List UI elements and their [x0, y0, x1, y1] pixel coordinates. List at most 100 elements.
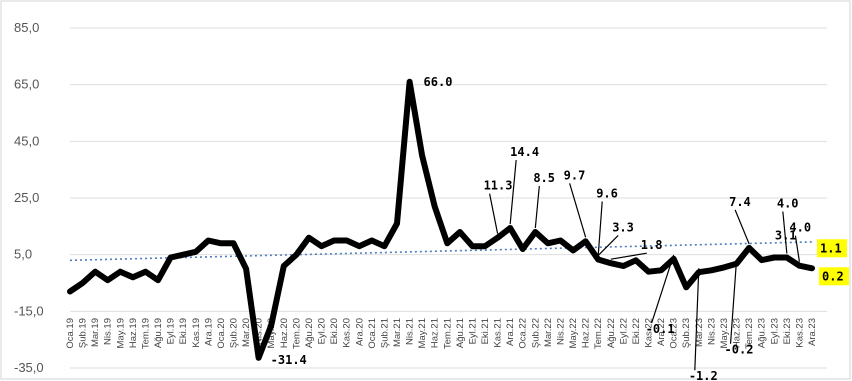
label-leader-line	[694, 268, 700, 371]
series-line	[67, 78, 815, 361]
x-tick-label: Mar.23	[694, 318, 705, 347]
trendline-layer	[69, 241, 813, 262]
x-tick-label: Oca.22	[518, 318, 529, 349]
x-axis-ticks: Oca.19 Şub.19 Mar.19 Nis.19 May.19 Haz.19 Tem.…	[65, 318, 818, 349]
x-tick-label: Şub.19	[78, 318, 89, 348]
data-label: 9.6	[596, 186, 618, 200]
x-tick-label: Haz.21	[430, 318, 441, 348]
label-leader-line	[534, 185, 540, 229]
x-tick-label: Nis.19	[103, 318, 114, 345]
trendline	[69, 241, 813, 262]
y-axis-ticks: 85,0 65,0 45,0 25,0 5,0 -15,0 -35,0	[14, 20, 44, 375]
x-tick-label: Ağu.21	[455, 318, 466, 348]
label-highlight-box	[819, 267, 849, 286]
x-tick-label: Tem.20	[291, 318, 302, 349]
x-tick-label: Oca.23	[669, 318, 680, 349]
series-layer	[67, 78, 815, 361]
label-leader-line	[651, 254, 675, 324]
data-label: 1.8	[641, 238, 663, 252]
x-tick-label: Kas.22	[644, 318, 655, 348]
x-tick-label: Eki.23	[782, 318, 793, 344]
x-tick-label: Eki.20	[329, 318, 340, 344]
x-tick-label: May.19	[115, 318, 126, 348]
y-tick-label: 25,0	[14, 190, 39, 205]
x-tick-label: May.20	[266, 318, 277, 348]
x-tick-label: Haz.23	[732, 318, 743, 348]
x-tick-label: May.23	[719, 318, 730, 348]
x-tick-label: Ağu.19	[153, 318, 164, 348]
x-tick-label: Haz.20	[279, 318, 290, 348]
label-leader-line	[597, 235, 619, 256]
data-label: 0.2	[822, 269, 844, 283]
x-tick-label: Oca.21	[367, 318, 378, 349]
x-tick-label: Oca.20	[216, 318, 227, 349]
y-tick-label: 65,0	[14, 77, 39, 92]
y-tick-label: 85,0	[14, 20, 39, 35]
data-label: 3.3	[612, 220, 634, 234]
label-leader-line	[729, 259, 738, 344]
label-highlight-box	[817, 239, 847, 258]
data-label: 8.5	[533, 171, 555, 185]
label-leader-line	[794, 235, 801, 262]
y-tick-label: 45,0	[14, 133, 39, 148]
label-leader-line	[734, 209, 750, 245]
x-tick-label: May.21	[417, 318, 428, 348]
data-label: 9.7	[564, 168, 586, 182]
x-tick-label: Nis.22	[555, 318, 566, 345]
x-tick-label: Eyl.20	[317, 318, 328, 344]
x-tick-label: Nis.21	[405, 318, 416, 345]
x-tick-label: Ağu.23	[757, 318, 768, 348]
x-tick-label: Kas.19	[191, 318, 202, 348]
x-tick-label: Şub.20	[228, 318, 239, 348]
x-tick-label: Şub.21	[379, 318, 390, 348]
y-tick-label: 5,0	[14, 247, 32, 262]
x-tick-label: Ara.23	[807, 318, 818, 346]
label-leader-line	[509, 159, 517, 225]
x-tick-label: Haz.22	[581, 318, 592, 348]
data-labels: -31.4 66.0 11.3 14.4 8.5 9.7 9.6 3.3 1.8 -0.1 -1.2…	[271, 75, 849, 381]
data-label: 11.3	[484, 179, 513, 193]
x-tick-label: Eyl.21	[467, 318, 478, 344]
y-tick-label: -15,0	[14, 303, 44, 318]
data-label: 66.0	[424, 75, 453, 89]
x-tick-label: Tem.19	[140, 318, 151, 349]
label-leader-line	[569, 183, 587, 238]
x-tick-label: Ağu.20	[304, 318, 315, 348]
data-label: -1.2	[689, 369, 718, 381]
y-tick-label: -35,0	[14, 360, 44, 375]
x-tick-label: Nis.23	[706, 318, 717, 345]
x-tick-label: Tem.23	[744, 318, 755, 349]
data-label: -31.4	[271, 353, 307, 367]
x-tick-label: Ara.21	[505, 318, 516, 346]
x-tick-label: Ara.20	[354, 318, 365, 346]
x-tick-label: Oca.19	[65, 318, 76, 349]
data-label: 1.1	[820, 241, 842, 255]
x-tick-label: Mar.21	[392, 318, 403, 347]
x-tick-label: Eki.22	[631, 318, 642, 344]
label-leader-line	[610, 252, 647, 260]
data-label: 4.0	[789, 221, 811, 235]
x-tick-label: Şub.22	[530, 318, 541, 348]
x-tick-label: Ağu.22	[606, 318, 617, 348]
x-tick-label: Nis.20	[254, 318, 265, 345]
x-tick-label: Şub.23	[681, 318, 692, 348]
label-leader-line	[782, 211, 788, 254]
x-tick-label: Kas.21	[493, 318, 504, 348]
x-tick-label: Eki.21	[480, 318, 491, 344]
data-label: -0.1	[646, 322, 675, 336]
x-tick-label: Kas.20	[342, 318, 353, 348]
label-leader-line	[489, 193, 499, 234]
x-tick-label: Eyl.22	[618, 318, 629, 344]
x-tick-label: Eyl.19	[166, 318, 177, 344]
x-tick-label: Kas.23	[794, 318, 805, 348]
data-label: 4.0	[777, 197, 799, 211]
data-label: 7.4	[729, 195, 751, 209]
x-tick-label: Tem.21	[442, 318, 453, 349]
label-leader-line	[597, 201, 603, 256]
x-tick-label: May.22	[568, 318, 579, 348]
x-tick-label: Mar.19	[90, 318, 101, 347]
data-label: -0.2	[725, 343, 754, 357]
x-tick-label: Tem.22	[593, 318, 604, 349]
x-tick-label: Ara.19	[203, 318, 214, 346]
